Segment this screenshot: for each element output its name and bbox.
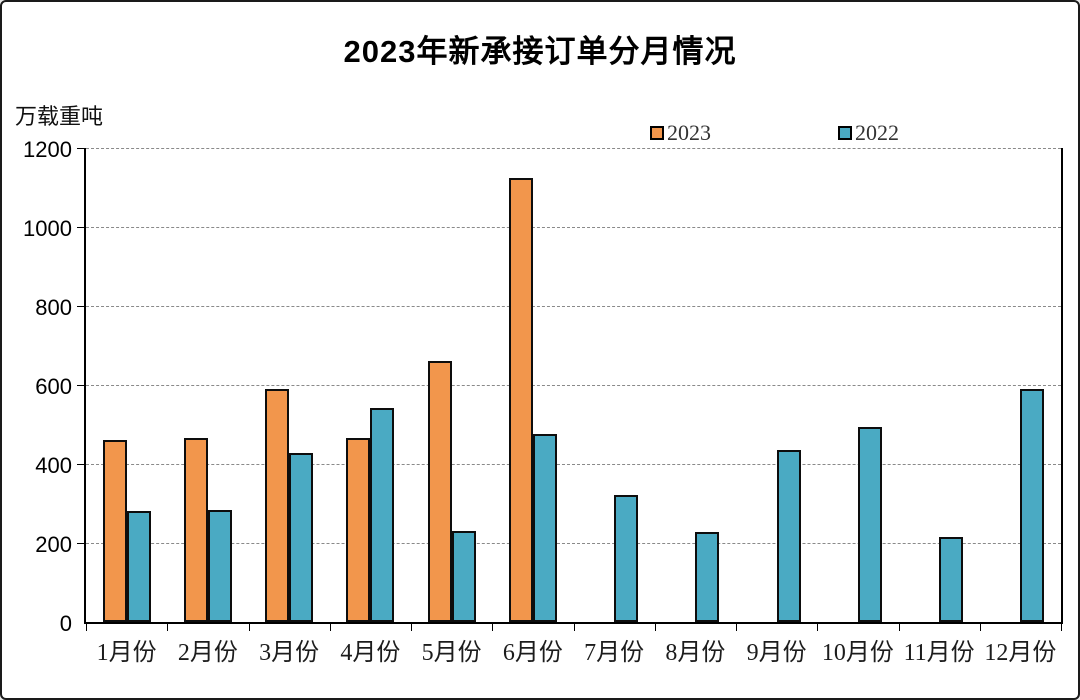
y-tick-label-200: 200 xyxy=(35,532,72,557)
chart-title: 2023年新承接订单分月情况 xyxy=(343,34,737,69)
bar-2022-2月份 xyxy=(207,510,232,622)
x-category-label-11: 11月份 xyxy=(903,640,975,666)
x-category-label-10: 10月份 xyxy=(821,640,894,666)
bar-2023-2月份 xyxy=(183,438,208,622)
bar-2022-9月份 xyxy=(776,449,801,622)
legend-label-2023: 2023 xyxy=(667,120,711,145)
x-tick-12 xyxy=(1061,624,1062,631)
bar-2022-10月份 xyxy=(857,426,882,622)
y-tick-800 xyxy=(77,306,86,307)
legend-swatch-2022 xyxy=(838,126,852,140)
x-tick-0 xyxy=(86,624,87,631)
bar-2023-5月份 xyxy=(427,361,452,622)
legend-item-2023: 2023 xyxy=(650,120,711,146)
y-tick-label-1000: 1000 xyxy=(23,216,72,241)
x-category-label-6: 6月份 xyxy=(502,640,563,666)
legend-item-2022: 2022 xyxy=(838,120,899,146)
x-tick-1 xyxy=(167,624,169,631)
y-tick-200 xyxy=(77,543,86,544)
bar-2022-11月份 xyxy=(939,536,964,622)
y-tick-label-800: 800 xyxy=(35,295,72,320)
y-tick-label-1200: 1200 xyxy=(23,137,72,162)
gridline-600 xyxy=(86,385,1061,386)
plot-area: 0 200 400 600 800 1000 1200 1月份 2月份 3月份 4月份 5月份 6月份 7… xyxy=(23,137,1063,666)
y-tick-label-600: 600 xyxy=(35,374,72,399)
x-tick-7 xyxy=(654,624,656,631)
x-category-label-12: 12月份 xyxy=(984,640,1057,666)
gridline-200 xyxy=(86,543,1061,544)
x-tick-9 xyxy=(817,624,819,631)
x-category-label-4: 4月份 xyxy=(340,640,401,666)
x-category-label-5: 5月份 xyxy=(421,640,482,666)
y-axis-unit-label: 万载重吨 xyxy=(15,104,104,129)
y-tick-label-400: 400 xyxy=(35,453,72,478)
y-tick-label-0: 0 xyxy=(59,611,72,636)
bar-2023-4月份 xyxy=(346,437,371,622)
bar-2022-7月份 xyxy=(614,494,639,622)
bar-2022-3月份 xyxy=(289,452,314,622)
bar-2023-6月份 xyxy=(508,177,533,622)
y-tick-400 xyxy=(77,464,86,465)
bar-2022-1月份 xyxy=(126,511,151,622)
legend-swatch-2023 xyxy=(650,126,664,140)
x-category-label-7: 7月份 xyxy=(584,640,645,666)
bar-2023-3月份 xyxy=(265,388,290,622)
x-tick-11 xyxy=(979,624,981,631)
gridline-1000 xyxy=(86,227,1061,228)
bar-2022-6月份 xyxy=(532,433,557,622)
bar-2023-1月份 xyxy=(102,440,127,622)
x-category-label-9: 9月份 xyxy=(746,640,807,666)
bar-2022-4月份 xyxy=(370,407,395,622)
x-tick-10 xyxy=(898,624,900,631)
x-tick-8 xyxy=(736,624,737,631)
y-tick-1200 xyxy=(77,148,86,149)
x-category-label-8: 8月份 xyxy=(665,640,726,666)
bar-2022-8月份 xyxy=(695,531,720,622)
x-category-label-2: 2月份 xyxy=(177,640,238,666)
gridline-400 xyxy=(86,464,1061,465)
gridline-1200 xyxy=(86,148,1061,149)
x-tick-3 xyxy=(329,624,331,631)
bar-2022-12月份 xyxy=(1020,388,1045,622)
legend: 2023 2022 xyxy=(2,120,1078,146)
gridline-800 xyxy=(86,306,1061,307)
x-category-label-3: 3月份 xyxy=(259,640,320,666)
x-tick-4 xyxy=(411,624,412,631)
x-category-label-1: 1月份 xyxy=(96,640,157,666)
y-tick-600 xyxy=(77,385,86,386)
x-tick-5 xyxy=(492,624,494,631)
x-tick-2 xyxy=(248,624,250,631)
legend-label-2022: 2022 xyxy=(855,120,899,145)
bar-2022-5月份 xyxy=(451,531,476,622)
x-tick-6 xyxy=(573,624,575,631)
y-tick-1000 xyxy=(77,227,86,228)
